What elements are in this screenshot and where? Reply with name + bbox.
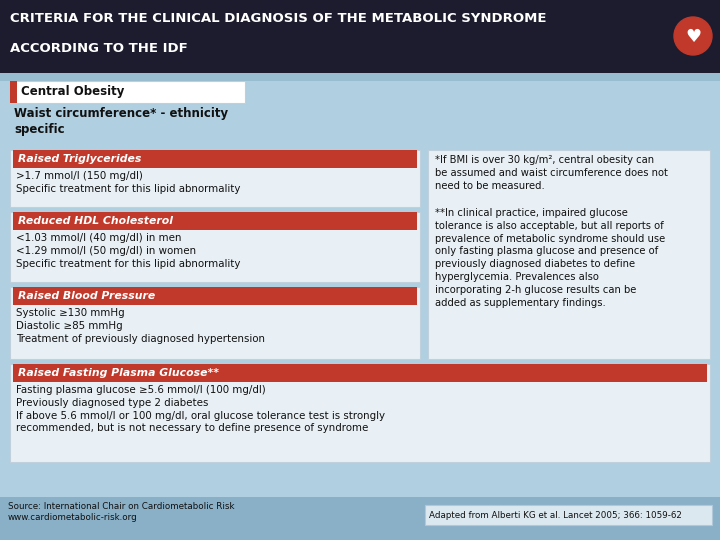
Bar xyxy=(0,73,720,81)
Text: **In clinical practice, impaired glucose
tolerance is also acceptable, but all r: **In clinical practice, impaired glucose… xyxy=(435,208,665,308)
Text: Central Obesity: Central Obesity xyxy=(21,85,125,98)
Text: >1.7 mmol/l (150 mg/dl)
Specific treatment for this lipid abnormality: >1.7 mmol/l (150 mg/dl) Specific treatme… xyxy=(16,171,240,194)
Bar xyxy=(10,212,420,282)
Circle shape xyxy=(674,17,712,55)
Text: ♥: ♥ xyxy=(685,28,701,46)
Text: Raised Blood Pressure: Raised Blood Pressure xyxy=(18,291,156,301)
Bar xyxy=(13,287,417,305)
Text: Source: International Chair on Cardiometabolic Risk
www.cardiometabolic-risk.org: Source: International Chair on Cardiomet… xyxy=(8,502,235,522)
Text: Adapted from Alberti KG et al. Lancet 2005; 366: 1059-62: Adapted from Alberti KG et al. Lancet 20… xyxy=(429,510,682,519)
Text: Raised Fasting Plasma Glucose**: Raised Fasting Plasma Glucose** xyxy=(18,368,219,378)
Text: *If BMI is over 30 kg/m², central obesity can
be assumed and waist circumference: *If BMI is over 30 kg/m², central obesit… xyxy=(435,155,668,191)
Text: CRITERIA FOR THE CLINICAL DIAGNOSIS OF THE METABOLIC SYNDROME: CRITERIA FOR THE CLINICAL DIAGNOSIS OF T… xyxy=(10,12,546,25)
Bar xyxy=(0,0,720,73)
Text: Systolic ≥130 mmHg
Diastolic ≥85 mmHg
Treatment of previously diagnosed hyperten: Systolic ≥130 mmHg Diastolic ≥85 mmHg Tr… xyxy=(16,308,265,343)
Text: Reduced HDL Cholesterol: Reduced HDL Cholesterol xyxy=(18,216,173,226)
Bar xyxy=(10,81,17,103)
Bar xyxy=(10,364,710,462)
Bar xyxy=(0,497,720,540)
Text: Fasting plasma glucose ≥5.6 mmol/l (100 mg/dl)
Previously diagnosed type 2 diabe: Fasting plasma glucose ≥5.6 mmol/l (100 … xyxy=(16,385,385,434)
Text: <1.03 mmol/l (40 mg/dl) in men
<1.29 mmol/l (50 mg/dl) in women
Specific treatme: <1.03 mmol/l (40 mg/dl) in men <1.29 mmo… xyxy=(16,233,240,268)
Bar xyxy=(428,150,710,359)
Bar xyxy=(13,212,417,230)
Text: Raised Triglycerides: Raised Triglycerides xyxy=(18,154,141,164)
Bar xyxy=(13,364,707,382)
Bar xyxy=(10,81,245,103)
Text: Waist circumference* - ethnicity
specific: Waist circumference* - ethnicity specifi… xyxy=(14,107,228,136)
Bar xyxy=(10,287,420,359)
Bar xyxy=(10,150,420,207)
Bar xyxy=(425,505,712,525)
Text: ACCORDING TO THE IDF: ACCORDING TO THE IDF xyxy=(10,42,188,55)
Bar xyxy=(13,150,417,168)
